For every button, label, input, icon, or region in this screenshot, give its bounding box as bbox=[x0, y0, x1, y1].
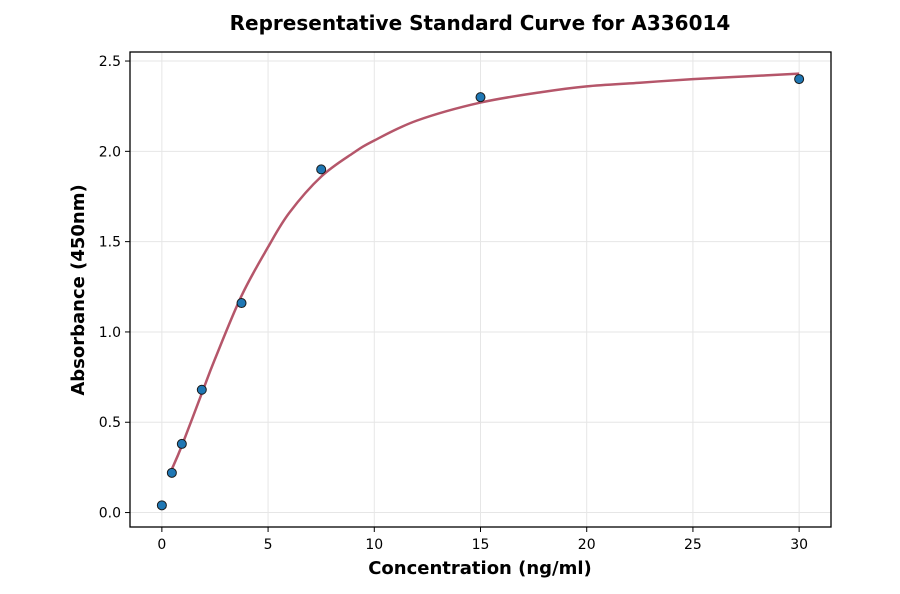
x-axis-ticks: 0 5 10 15 20 25 30 bbox=[157, 527, 808, 553]
grid-layer bbox=[130, 52, 831, 527]
y-tick-label: 2.0 bbox=[99, 144, 121, 160]
y-tick-label: 1.0 bbox=[99, 325, 121, 341]
x-axis-label: Concentration (ng/ml) bbox=[368, 558, 592, 579]
fit-curve-line bbox=[170, 72, 800, 470]
data-point bbox=[236, 298, 247, 309]
data-point bbox=[176, 438, 187, 449]
y-axis-ticks: 0.0 0.5 1.0 1.5 2.0 2.5 bbox=[99, 54, 130, 522]
data-point bbox=[316, 164, 327, 175]
x-tick-label: 15 bbox=[472, 537, 490, 553]
chart-title: Representative Standard Curve for A33601… bbox=[230, 11, 731, 35]
data-points-layer bbox=[156, 74, 805, 511]
y-axis-label: Absorbance (450nm) bbox=[68, 184, 89, 395]
x-tick-label: 10 bbox=[365, 537, 383, 553]
y-tick-label: 0.0 bbox=[99, 506, 121, 522]
y-tick-label: 1.5 bbox=[99, 235, 121, 251]
x-tick-label: 20 bbox=[578, 537, 596, 553]
data-point bbox=[156, 500, 167, 511]
y-tick-label: 0.5 bbox=[99, 415, 121, 431]
x-tick-label: 30 bbox=[790, 537, 808, 553]
x-tick-label: 5 bbox=[264, 537, 273, 553]
fit-curve-layer bbox=[170, 72, 800, 470]
x-tick-label: 0 bbox=[157, 537, 166, 553]
data-point bbox=[166, 467, 177, 478]
data-point bbox=[794, 74, 805, 85]
x-tick-label: 25 bbox=[684, 537, 702, 553]
data-point bbox=[475, 92, 486, 103]
y-tick-label: 2.5 bbox=[99, 54, 121, 70]
data-point bbox=[196, 384, 207, 395]
